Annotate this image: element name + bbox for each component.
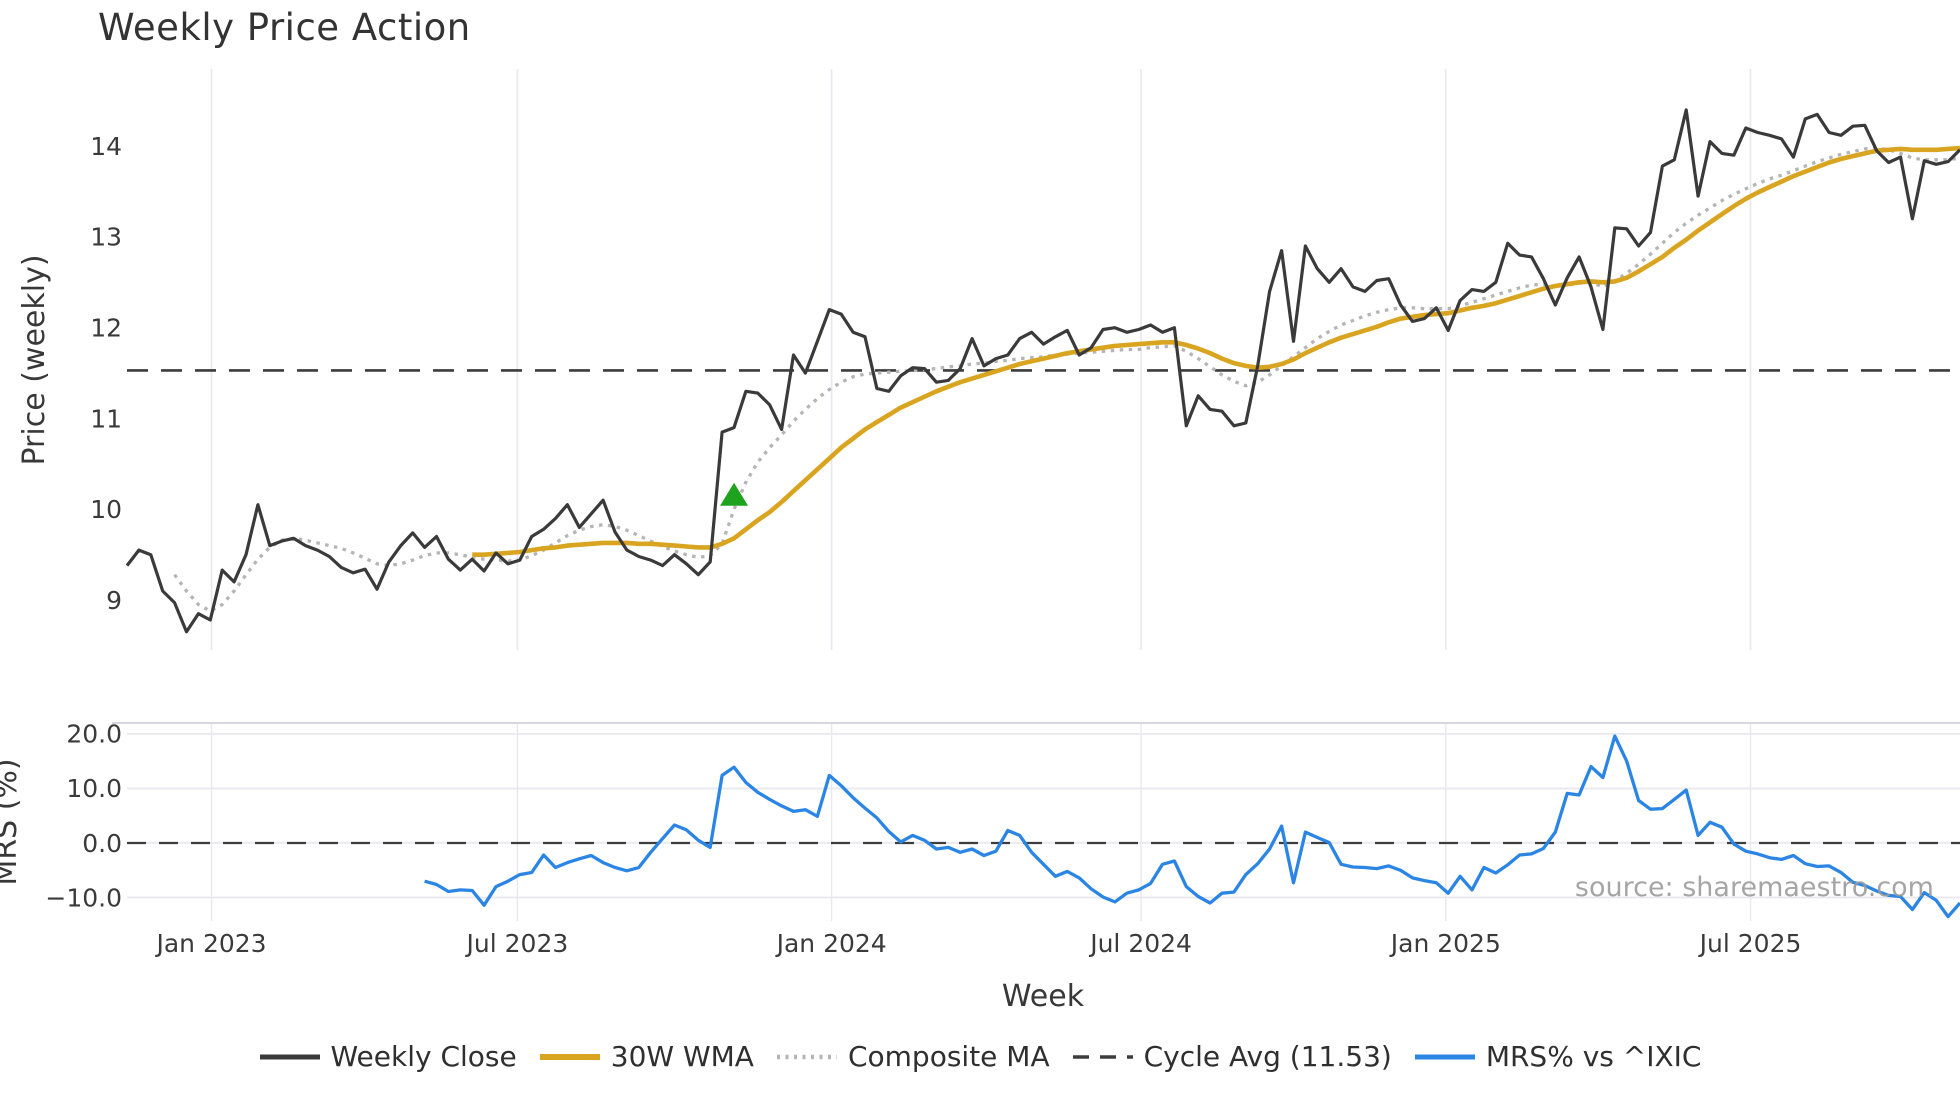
- legend-label: 30W WMA: [610, 1040, 754, 1073]
- legend-swatch-dotted-icon: [776, 1054, 837, 1059]
- legend-label: MRS% vs ^IXIC: [1485, 1040, 1702, 1073]
- mrs-axis-title: MRS (%): [0, 758, 24, 885]
- price-ytick-label: 9: [106, 586, 122, 615]
- legend-item-3: Cycle Avg (11.53): [1072, 1040, 1392, 1073]
- weekly-close-line: [125, 108, 1960, 634]
- page-title: Weekly Price Action: [98, 6, 471, 49]
- legend-item-0: Weekly Close: [259, 1040, 517, 1073]
- legend-label: Cycle Avg (11.53): [1143, 1040, 1392, 1073]
- legend-swatch-solid-icon: [1414, 1054, 1475, 1059]
- price-ytick-label: 14: [90, 132, 122, 161]
- xtick-label: Jan 2024: [775, 929, 887, 958]
- wma30-line: [472, 145, 1960, 557]
- buy-signal-triangle-icon: [720, 482, 749, 506]
- legend-label: Weekly Close: [330, 1040, 517, 1073]
- source-watermark: source: sharemaestro.com: [1574, 872, 1934, 903]
- x-axis-title: Week: [1002, 979, 1085, 1014]
- price-ytick-label: 12: [90, 313, 122, 342]
- legend-item-1: 30W WMA: [539, 1040, 754, 1073]
- mrs-ytick-label: 20.0: [66, 720, 122, 749]
- legend-swatch-dashed-icon: [1072, 1054, 1133, 1059]
- xtick-label: Jan 2025: [1389, 929, 1501, 958]
- legend-swatch-solid-icon: [539, 1053, 600, 1060]
- price-ytick-label: 10: [90, 495, 122, 524]
- mrs-ytick-label: −10.0: [45, 883, 122, 912]
- mrs-ytick-label: 0.0: [82, 829, 122, 858]
- xtick-label: Jan 2023: [154, 929, 266, 958]
- mrs-ytick-label: 10.0: [66, 774, 122, 803]
- legend-swatch-solid-icon: [259, 1054, 320, 1059]
- composite-ma-line: [173, 146, 1960, 613]
- price-ytick-label: 13: [90, 223, 122, 252]
- legend: Weekly Close 30W WMA Composite MA Cycle Avg…: [0, 1040, 1960, 1073]
- legend-item-2: Composite MA: [776, 1040, 1050, 1073]
- xtick-label: Jul 2025: [1698, 929, 1802, 958]
- price-ytick-label: 11: [90, 404, 122, 433]
- price-axis-title: Price (weekly): [17, 254, 52, 465]
- legend-item-4: MRS% vs ^IXIC: [1414, 1040, 1702, 1073]
- mrs-line: [424, 734, 1960, 919]
- xtick-label: Jul 2024: [1088, 929, 1192, 958]
- legend-label: Composite MA: [847, 1040, 1050, 1073]
- xtick-label: Jul 2023: [465, 929, 569, 958]
